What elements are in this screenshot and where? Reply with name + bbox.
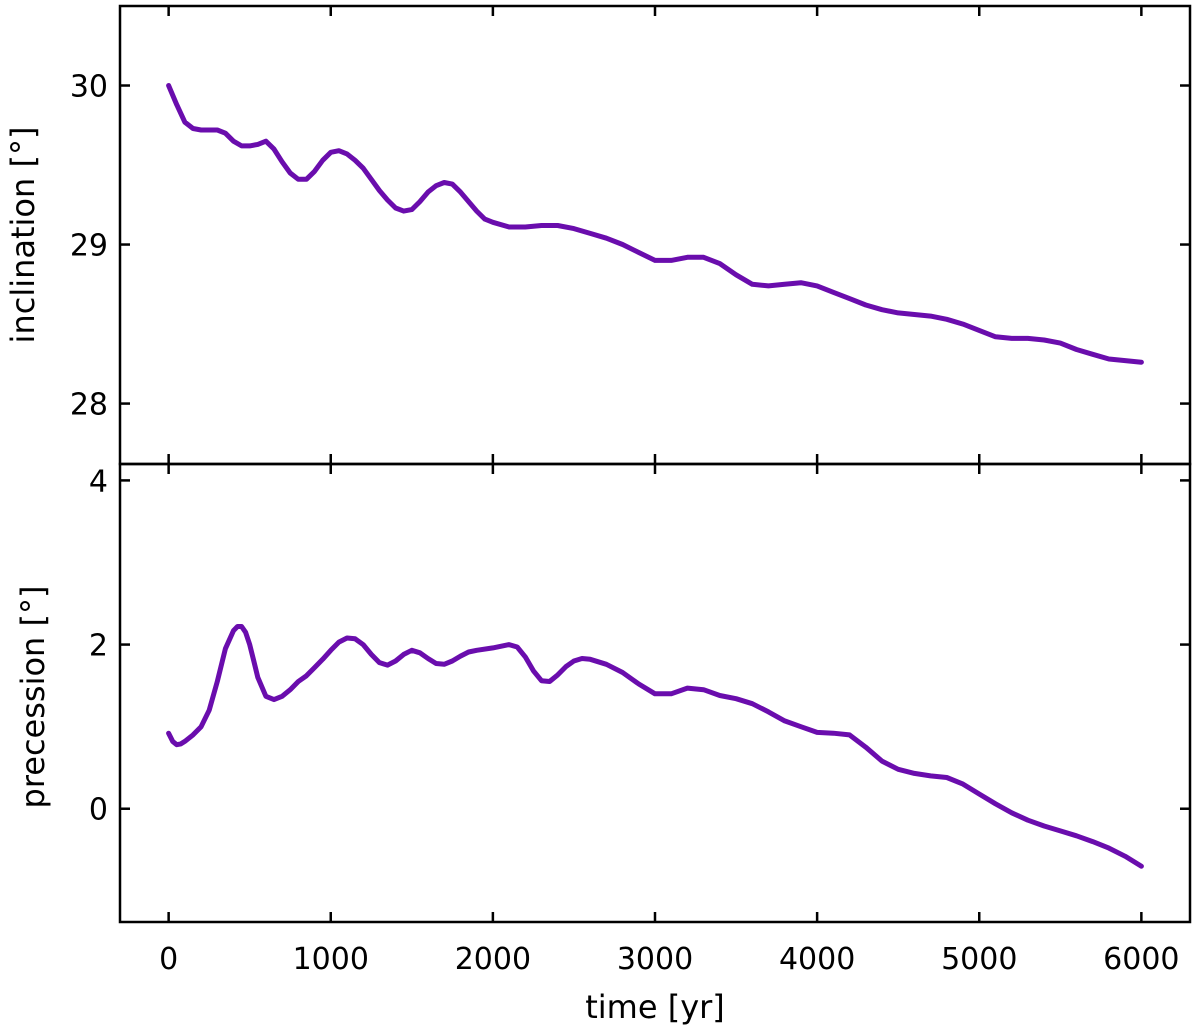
inclination-axis-label: inclination [°] — [4, 127, 42, 344]
precession-y-tick-label: 2 — [89, 629, 108, 664]
inclination-panel: 28 29 30 inclination [°] — [4, 4, 1192, 466]
precession-y-tick-label: 4 — [89, 464, 108, 499]
precession-x-tick-label: 0 — [159, 942, 178, 977]
precession-x-tick-label: 4000 — [779, 942, 855, 977]
precession-x-tick-label: 5000 — [941, 942, 1017, 977]
precession-axis-label: precession [°] — [14, 586, 52, 809]
precession-series-line — [166, 624, 1144, 869]
inclination-y-tick-label: 28 — [70, 388, 108, 423]
inclination-y-tick-label: 30 — [70, 70, 108, 105]
inclination-plot-frame — [118, 4, 1192, 466]
precession-x-tick-label: 3000 — [617, 942, 693, 977]
precession-x-tick-label: 1000 — [293, 942, 369, 977]
precession-panel: 0 1000 2000 3000 4000 5000 6000 0 2 4 precession … — [14, 462, 1192, 1026]
inclination-series-line — [166, 83, 1144, 365]
time-axis-label: time [yr] — [585, 988, 725, 1026]
precession-y-tick-label: 0 — [89, 793, 108, 828]
precession-x-tick-label: 6000 — [1103, 942, 1179, 977]
inclination-y-tick-label: 29 — [70, 229, 108, 264]
precession-x-tick-label: 2000 — [455, 942, 531, 977]
